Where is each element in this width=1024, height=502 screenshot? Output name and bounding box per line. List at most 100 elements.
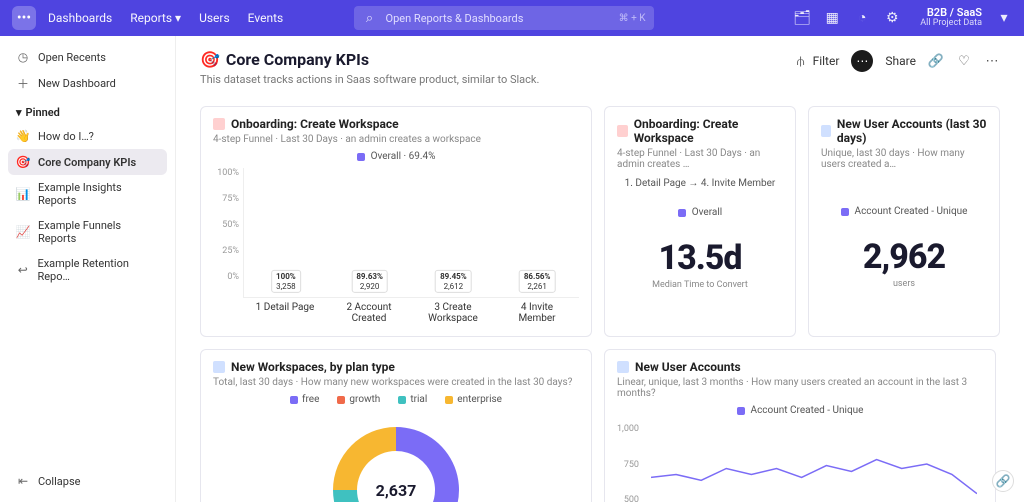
funnel-plot: 100%3,25889.63%2,92089.45%2,61286.56%2,2… bbox=[243, 168, 579, 298]
sidebar-item-core-company-kpis[interactable]: 🎯Core Company KPIs bbox=[8, 149, 167, 175]
new-dashboard-button[interactable]: ＋ New Dashboard bbox=[8, 70, 167, 96]
pinned-section-header[interactable]: ▾ Pinned bbox=[8, 96, 167, 123]
median-value: 13.5d bbox=[617, 238, 783, 278]
median-legend: Overall bbox=[617, 207, 783, 218]
link-icon[interactable]: 🔗 bbox=[928, 53, 944, 69]
global-search[interactable]: ⌕ Open Reports & Dashboards ⌘ + K bbox=[354, 6, 654, 30]
chevron-down-icon[interactable]: ▾ bbox=[996, 10, 1012, 26]
heart-icon[interactable]: ♡ bbox=[956, 53, 972, 69]
legend-item: free bbox=[290, 394, 319, 405]
page-icon: 🎯 bbox=[200, 50, 220, 69]
nav-item-reports[interactable]: Reports ▾ bbox=[130, 11, 181, 25]
line-chart: 1,000750500 Apr 20May 4May 18Jun 1Jun 15… bbox=[617, 424, 983, 502]
median-time-card[interactable]: Onboarding: Create Workspace 4-step Funn… bbox=[604, 106, 796, 337]
card-subtitle: Linear, unique, last 3 months · How many… bbox=[617, 377, 983, 399]
card-subtitle: Total, last 30 days · How many new works… bbox=[213, 377, 579, 388]
funnel-icon bbox=[213, 118, 225, 130]
nav-item-dashboards[interactable]: Dashboards bbox=[48, 11, 112, 25]
share-button[interactable]: Share bbox=[885, 54, 916, 68]
collapse-sidebar-button[interactable]: ⇤ Collapse bbox=[8, 468, 167, 494]
pinned-item-label: Example Retention Repo… bbox=[37, 257, 159, 283]
legend-dot bbox=[841, 208, 849, 216]
page-title: 🎯 Core Company KPIs bbox=[200, 50, 539, 69]
new-dashboard-label: New Dashboard bbox=[38, 77, 116, 90]
card-title: New User Accounts (last 30 days) bbox=[821, 117, 987, 145]
line-legend: Account Created - Unique bbox=[617, 405, 983, 416]
add-button[interactable]: ⋯ bbox=[851, 50, 873, 72]
search-kbd: ⌘ + K bbox=[619, 13, 646, 24]
pinned-item-label: Core Company KPIs bbox=[38, 156, 136, 169]
sidebar-item-example-insights-reports[interactable]: 📊 Example Insights Reports bbox=[8, 175, 167, 213]
legend-item: trial bbox=[398, 394, 427, 405]
topbar: ••• Dashboards Reports ▾ Users Events ⌕ Ope… bbox=[0, 0, 1024, 36]
page-subtitle: This dataset tracks actions in Saas soft… bbox=[200, 73, 539, 86]
settings-icon[interactable]: ⚙ bbox=[884, 10, 900, 26]
topbar-right: 🗂 ▦ ◔ ⚙ B2B / SaaS All Project Data ▾ bbox=[794, 7, 1012, 29]
more-icon[interactable]: ⋯ bbox=[984, 53, 1000, 69]
newusers-label: users bbox=[821, 279, 987, 289]
donut-chart: 2,637 bbox=[321, 415, 471, 502]
content: 🎯 Core Company KPIs This dataset tracks … bbox=[176, 36, 1024, 502]
donut-center-value: 2,637 bbox=[321, 415, 471, 502]
pinned-item-label: Example Funnels Reports bbox=[38, 219, 159, 245]
x-axis-label: 4 Invite Member bbox=[503, 302, 571, 324]
funnel-icon bbox=[617, 125, 628, 137]
inbox-icon[interactable]: 🗂 bbox=[794, 10, 810, 26]
funnel-legend: Overall · 69.4% bbox=[213, 151, 579, 162]
app-logo[interactable]: ••• bbox=[12, 6, 36, 30]
x-axis: 1 Detail Page2 Account Created3 Create W… bbox=[243, 298, 579, 324]
legend-dot bbox=[737, 407, 745, 415]
card-title: New User Accounts bbox=[617, 360, 983, 374]
org-switcher[interactable]: B2B / SaaS All Project Data bbox=[914, 7, 982, 29]
pinned-item-icon: 📊 bbox=[16, 187, 30, 201]
card-subtitle: Unique, last 30 days · How many users cr… bbox=[821, 148, 987, 170]
new-users-30d-card[interactable]: New User Accounts (last 30 days) Unique,… bbox=[808, 106, 1000, 337]
pinned-item-icon: 📈 bbox=[16, 225, 30, 239]
pinned-label: Pinned bbox=[26, 106, 60, 119]
clock-icon: ◷ bbox=[16, 50, 30, 64]
title-text: New User Accounts (last 30 days) bbox=[837, 117, 987, 145]
floating-link-icon[interactable]: 🔗 bbox=[992, 470, 1014, 492]
median-label: Median Time to Convert bbox=[617, 280, 783, 290]
filter-label: Filter bbox=[813, 54, 840, 68]
card-subtitle: 4-step Funnel · Last 30 Days · an admin … bbox=[213, 134, 579, 145]
legend-item: growth bbox=[337, 394, 380, 405]
funnel-card[interactable]: Onboarding: Create Workspace 4-step Funn… bbox=[200, 106, 592, 337]
donut-legend: freegrowthtrialenterprise bbox=[213, 394, 579, 405]
legend-text: Account Created - Unique bbox=[751, 405, 864, 416]
insights-icon bbox=[213, 361, 225, 373]
x-axis-label: 2 Account Created bbox=[335, 302, 403, 324]
legend-dot bbox=[678, 209, 686, 217]
card-title: Onboarding: Create Workspace bbox=[617, 117, 783, 145]
new-user-accounts-line-card[interactable]: New User Accounts Linear, unique, last 3… bbox=[604, 349, 996, 502]
x-axis-label: 1 Detail Page bbox=[251, 302, 319, 324]
collapse-icon: ⇤ bbox=[16, 474, 30, 488]
card-title: New Workspaces, by plan type bbox=[213, 360, 579, 374]
top-nav: Dashboards Reports ▾ Users Events bbox=[48, 11, 283, 25]
sidebar-item-example-retention-repo[interactable]: ↩Example Retention Repo… bbox=[8, 251, 167, 289]
open-recents-button[interactable]: ◷ Open Recents bbox=[8, 44, 167, 70]
search-placeholder: Open Reports & Dashboards bbox=[386, 12, 524, 25]
apps-icon[interactable]: ▦ bbox=[824, 10, 840, 26]
nav-item-events[interactable]: Events bbox=[248, 11, 284, 25]
page-title-text: Core Company KPIs bbox=[226, 50, 369, 69]
share-label: Share bbox=[885, 54, 916, 68]
legend-text: Account Created - Unique bbox=[855, 206, 968, 217]
insights-icon bbox=[821, 125, 831, 137]
sidebar-item-how-do-i[interactable]: 👋How do I…? bbox=[8, 123, 167, 149]
filter-button[interactable]: ⫛ Filter bbox=[793, 53, 840, 69]
header-actions: ⫛ Filter ⋯ Share 🔗 ♡ ⋯ bbox=[793, 50, 1000, 72]
open-recents-label: Open Recents bbox=[38, 51, 106, 64]
newusers-value: 2,962 bbox=[821, 237, 987, 277]
nav-item-users[interactable]: Users bbox=[199, 11, 230, 25]
collapse-label: Collapse bbox=[38, 475, 80, 488]
pinned-item-label: Example Insights Reports bbox=[38, 181, 159, 207]
notifications-icon[interactable]: ◔ bbox=[854, 10, 870, 26]
big-metric: 2,962 users bbox=[821, 237, 987, 289]
search-icon: ⌕ bbox=[362, 10, 378, 26]
sidebar-item-example-funnels-reports[interactable]: 📈 Example Funnels Reports bbox=[8, 213, 167, 251]
org-sub: All Project Data bbox=[920, 19, 982, 29]
steps-path: 1. Detail Page → 4. Invite Member bbox=[617, 178, 783, 189]
pinned-item-icon: 👋 bbox=[16, 129, 30, 143]
workspaces-by-plan-card[interactable]: New Workspaces, by plan type Total, last… bbox=[200, 349, 592, 502]
